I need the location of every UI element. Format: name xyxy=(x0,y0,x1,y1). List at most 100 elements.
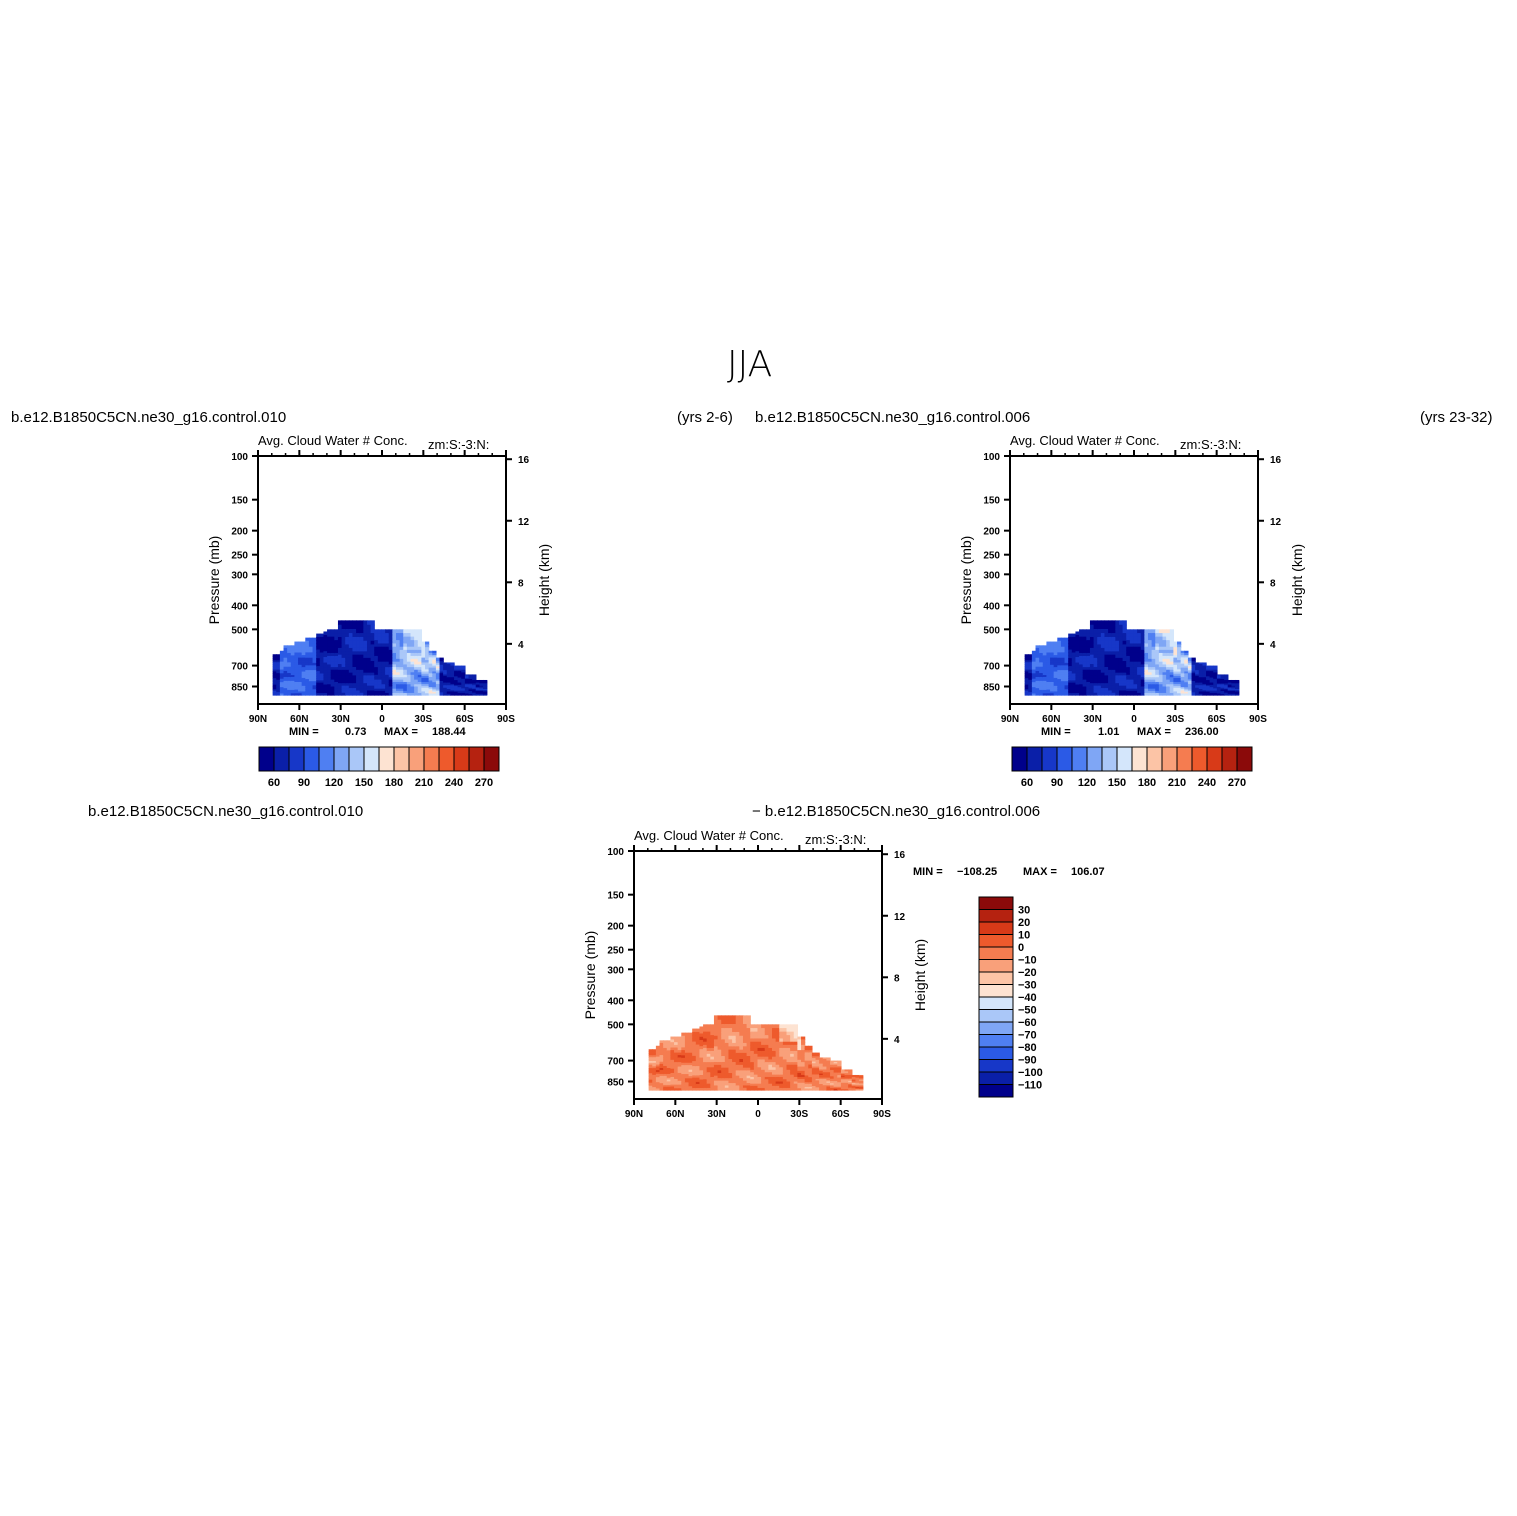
data-cell xyxy=(406,664,412,668)
data-cell xyxy=(370,651,375,656)
data-cell xyxy=(706,1047,711,1052)
data-cell xyxy=(1104,678,1109,682)
data-cell xyxy=(356,680,361,684)
data-cell xyxy=(472,694,477,696)
data-cell xyxy=(1086,658,1091,663)
data-cell xyxy=(1220,691,1225,694)
data-cell xyxy=(388,661,393,666)
data-cell xyxy=(330,649,335,654)
data-cell xyxy=(1028,665,1033,669)
data-cell xyxy=(439,661,444,664)
data-cell xyxy=(1191,690,1196,693)
data-cell xyxy=(768,1081,773,1085)
data-cell xyxy=(753,1076,759,1080)
data-cell xyxy=(330,655,335,660)
data-cell xyxy=(461,690,466,693)
data-cell xyxy=(659,1081,664,1084)
data-cell xyxy=(1086,655,1091,660)
data-cell xyxy=(294,667,299,670)
data-cell xyxy=(381,672,386,676)
data-cell xyxy=(359,685,364,689)
data-cell xyxy=(1031,683,1037,687)
data-cell xyxy=(370,620,375,626)
data-cell xyxy=(312,679,317,682)
data-cell xyxy=(283,680,288,684)
data-cell xyxy=(366,669,372,674)
data-cell xyxy=(1187,689,1193,692)
data-cell xyxy=(663,1086,668,1089)
data-cell xyxy=(370,644,375,649)
x-tick-label: 90S xyxy=(1249,714,1267,725)
data-cell xyxy=(1137,667,1142,671)
data-cell xyxy=(366,647,372,652)
data-cell xyxy=(1166,661,1171,666)
data-cell xyxy=(417,677,423,681)
data-cell xyxy=(772,1076,777,1080)
data-cell xyxy=(775,1083,780,1087)
data-cell xyxy=(366,636,372,642)
data-cell xyxy=(666,1088,672,1091)
data-cell xyxy=(742,1046,748,1051)
data-cell xyxy=(1079,692,1084,696)
data-cell xyxy=(1202,675,1207,678)
data-cell xyxy=(396,633,401,638)
data-cell xyxy=(746,1015,751,1021)
data-cell xyxy=(1108,657,1113,662)
data-cell xyxy=(735,1083,740,1087)
data-cell xyxy=(1231,683,1236,685)
data-cell xyxy=(1108,636,1113,642)
data-cell xyxy=(330,686,335,690)
data-cell xyxy=(1158,633,1164,638)
data-cell xyxy=(1064,681,1069,684)
data-cell xyxy=(1231,683,1236,686)
data-cell xyxy=(421,673,426,677)
data-cell xyxy=(648,1079,653,1082)
data-cell xyxy=(417,684,423,688)
data-cell xyxy=(1180,667,1185,671)
data-cell xyxy=(454,673,459,676)
data-cell xyxy=(1216,682,1222,685)
data-cell xyxy=(648,1059,653,1062)
data-cell xyxy=(1068,668,1073,672)
data-cell xyxy=(443,686,448,689)
data-cell xyxy=(1071,668,1077,672)
data-cell xyxy=(1118,620,1124,626)
data-cell xyxy=(1097,644,1102,649)
data-cell xyxy=(406,674,412,678)
data-cell xyxy=(811,1078,817,1081)
data-cell xyxy=(772,1069,777,1073)
data-cell xyxy=(1231,690,1236,692)
data-cell xyxy=(439,683,444,686)
data-cell xyxy=(790,1072,795,1076)
data-cell xyxy=(301,693,306,696)
data-cell xyxy=(272,665,277,669)
data-cell xyxy=(446,675,452,678)
data-cell xyxy=(703,1053,708,1058)
data-cell xyxy=(279,661,285,665)
data-cell xyxy=(392,688,397,692)
data-cell xyxy=(457,673,462,676)
data-cell xyxy=(334,652,339,657)
data-cell xyxy=(1213,692,1218,695)
data-cell xyxy=(801,1070,806,1074)
data-cell xyxy=(1068,671,1073,675)
data-cell xyxy=(695,1068,701,1072)
data-cell xyxy=(684,1060,690,1064)
data-cell xyxy=(837,1072,842,1075)
data-cell xyxy=(1064,689,1069,692)
data-cell xyxy=(1115,675,1120,679)
data-cell xyxy=(1220,690,1225,692)
data-cell xyxy=(457,686,462,688)
data-cell xyxy=(356,666,361,671)
data-cell xyxy=(811,1063,817,1066)
data-cell xyxy=(461,665,466,668)
data-cell xyxy=(308,662,314,666)
x-tick-label: 0 xyxy=(755,1109,761,1120)
data-cell xyxy=(279,671,285,674)
data-cell xyxy=(337,666,343,671)
data-cell xyxy=(1180,685,1185,688)
colorbar-swatch xyxy=(303,746,320,772)
data-cell xyxy=(1209,683,1214,686)
data-cell xyxy=(432,690,437,693)
data-cell xyxy=(674,1062,679,1065)
